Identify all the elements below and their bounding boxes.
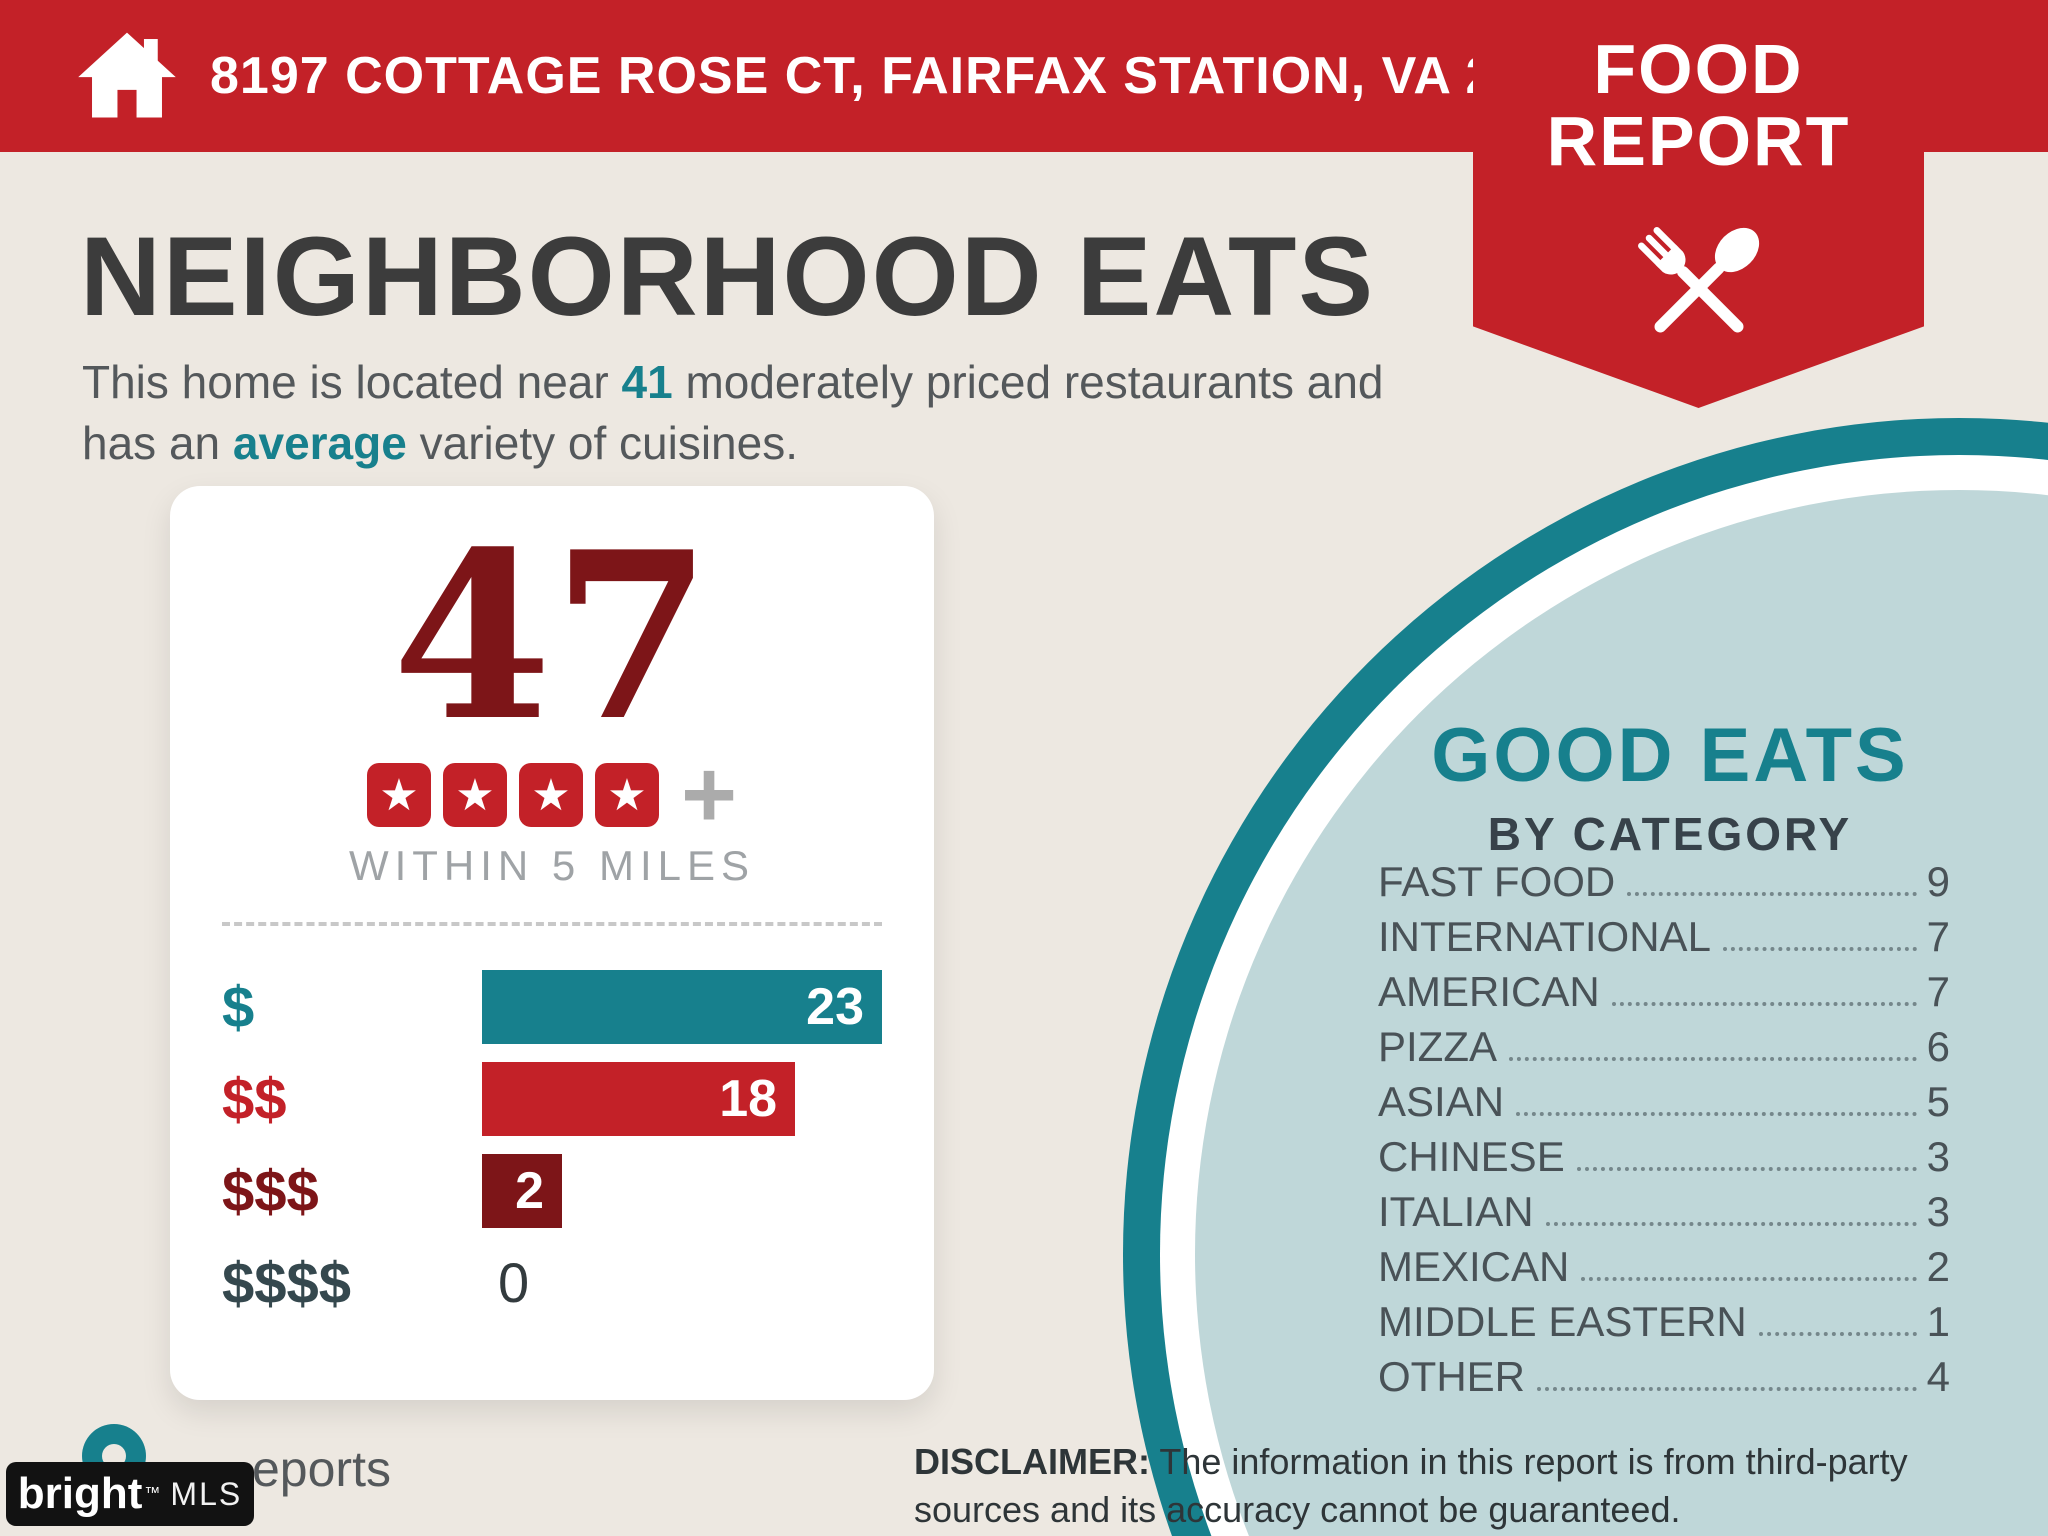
price-tier-label: $$	[222, 1066, 287, 1132]
price-bars: $23 $$ 18 $$$ 2 $$$$ 0	[170, 970, 934, 1320]
price-tier-track: 23	[482, 970, 882, 1044]
category-row: ITALIAN 3	[1378, 1188, 1950, 1243]
price-tier-track: 0	[482, 1246, 882, 1320]
price-tier-bar: 23	[482, 970, 882, 1044]
category-label: AMERICAN	[1378, 968, 1600, 1015]
brand-name: bright	[17, 1469, 143, 1518]
dashed-divider	[222, 922, 882, 926]
price-tier-value: 23	[806, 978, 864, 1036]
bright-mls-logo: bright ™ MLS	[6, 1462, 254, 1526]
property-address: 8197 COTTAGE ROSE CT, FAIRFAX STATION, V…	[210, 47, 1616, 105]
price-tier-row: $$$ 2	[222, 1154, 934, 1228]
star-icon: ★	[518, 763, 583, 827]
subtitle-text-post: variety of cuisines.	[406, 416, 798, 469]
star-icon: ★	[594, 763, 659, 827]
category-row: OTHER 4	[1378, 1353, 1950, 1408]
subtitle-text-pre: This home is located near	[82, 356, 622, 408]
good-eats-heading: GOOD EATS BY CATEGORY	[1330, 712, 2010, 861]
category-value: 5	[1926, 1078, 1950, 1125]
rating-row: ★ ★ ★ ★ +	[170, 741, 934, 848]
partial-logo-text: eports	[252, 1441, 391, 1497]
category-row: PIZZA 6	[1378, 1023, 1950, 1078]
category-label: OTHER	[1378, 1353, 1525, 1400]
category-row: MEXICAN 2	[1378, 1243, 1950, 1298]
dotted-leader	[1758, 1332, 1917, 1336]
price-tier-track: 2	[482, 1154, 882, 1228]
trademark-symbol: ™	[144, 1485, 161, 1502]
food-report-ribbon: FOOD REPORT	[1473, 0, 1924, 408]
dotted-leader	[1627, 892, 1917, 896]
dotted-leader	[1576, 1167, 1917, 1171]
price-tier-value: 2	[515, 1162, 544, 1220]
dotted-leader	[1537, 1387, 1917, 1391]
category-row: INTERNATIONAL 7	[1378, 913, 1950, 968]
good-eats-title: GOOD EATS	[1431, 713, 1909, 798]
price-tier-value: 18	[719, 1070, 778, 1128]
category-value: 6	[1926, 1023, 1950, 1070]
dotted-leader	[1516, 1112, 1917, 1116]
dotted-leader	[1581, 1277, 1917, 1281]
plus-sign: +	[680, 741, 738, 848]
disclaimer-text: The information in this report is from t…	[914, 1441, 1908, 1530]
disclaimer-label: DISCLAIMER:	[914, 1441, 1150, 1482]
category-label: ITALIAN	[1378, 1188, 1534, 1235]
restaurant-summary-card: 47 ★ ★ ★ ★ + WITHIN 5 MILES $23 $$ 18 $$$ 2 $$$$…	[170, 486, 934, 1400]
category-value: 2	[1926, 1243, 1950, 1290]
variety-highlight: average	[232, 416, 407, 469]
price-tier-row: $$ 18	[222, 1062, 934, 1136]
category-value: 3	[1926, 1133, 1950, 1180]
star-icon: ★	[442, 763, 507, 827]
price-tier-bar: 2	[482, 1154, 562, 1228]
price-tier-row: $$$$ 0	[222, 1246, 934, 1320]
category-row: AMERICAN 7	[1378, 968, 1950, 1023]
home-icon	[78, 32, 176, 118]
radius-label: WITHIN 5 MILES	[348, 842, 756, 889]
page-title: NEIGHBORHOOD EATS	[80, 214, 1376, 339]
category-row: ASIAN 5	[1378, 1078, 1950, 1133]
category-label: FAST FOOD	[1378, 858, 1616, 905]
brand-mls: MLS	[170, 1475, 243, 1512]
ribbon-title-line1: FOOD	[1593, 30, 1804, 108]
subtitle-text-mid: moderately priced restaurants and has an	[82, 356, 1384, 469]
price-tier-track: 18	[482, 1062, 882, 1136]
category-label: MEXICAN	[1378, 1243, 1570, 1290]
crossed-spoon-fork-icon	[1637, 227, 1759, 333]
price-tier-label: $	[222, 974, 255, 1040]
total-restaurant-count: 47	[391, 502, 713, 772]
category-label: ASIAN	[1378, 1078, 1505, 1125]
category-label: PIZZA	[1378, 1023, 1498, 1070]
dotted-leader	[1722, 947, 1917, 951]
restaurant-count: 41	[621, 356, 673, 408]
star-icon: ★	[366, 763, 431, 827]
dotted-leader	[1611, 1002, 1917, 1006]
category-label: CHINESE	[1378, 1133, 1565, 1180]
good-eats-subtitle: BY CATEGORY	[1487, 808, 1853, 860]
category-value: 4	[1926, 1353, 1950, 1400]
category-value: 9	[1926, 858, 1950, 905]
category-value: 7	[1926, 968, 1950, 1015]
price-tier-row: $23	[222, 970, 934, 1044]
category-list: FAST FOOD 9 INTERNATIONAL 7 AMERICAN 7 PIZZA 6 A…	[1378, 858, 1950, 1408]
category-value: 1	[1926, 1298, 1950, 1345]
dotted-leader	[1545, 1222, 1917, 1226]
ribbon-title-line2: REPORT	[1546, 102, 1851, 180]
price-tier-value: 0	[498, 1251, 530, 1314]
category-label: INTERNATIONAL	[1378, 913, 1711, 960]
price-tier-label: $$$	[222, 1158, 319, 1224]
disclaimer: DISCLAIMER: The information in this repo…	[914, 1438, 2014, 1533]
category-row: CHINESE 3	[1378, 1133, 1950, 1188]
price-tier-bar: 18	[482, 1062, 796, 1136]
intro-subtitle: This home is located near 41 moderately …	[82, 352, 1452, 473]
category-label: MIDDLE EASTERN	[1378, 1298, 1747, 1345]
category-value: 3	[1926, 1188, 1950, 1235]
star-rating: ★ ★ ★ ★	[366, 762, 659, 828]
category-row: FAST FOOD 9	[1378, 858, 1950, 913]
price-tier-label: $$$$	[222, 1250, 352, 1316]
category-value: 7	[1926, 913, 1950, 960]
category-row: MIDDLE EASTERN 1	[1378, 1298, 1950, 1353]
dotted-leader	[1509, 1057, 1917, 1061]
